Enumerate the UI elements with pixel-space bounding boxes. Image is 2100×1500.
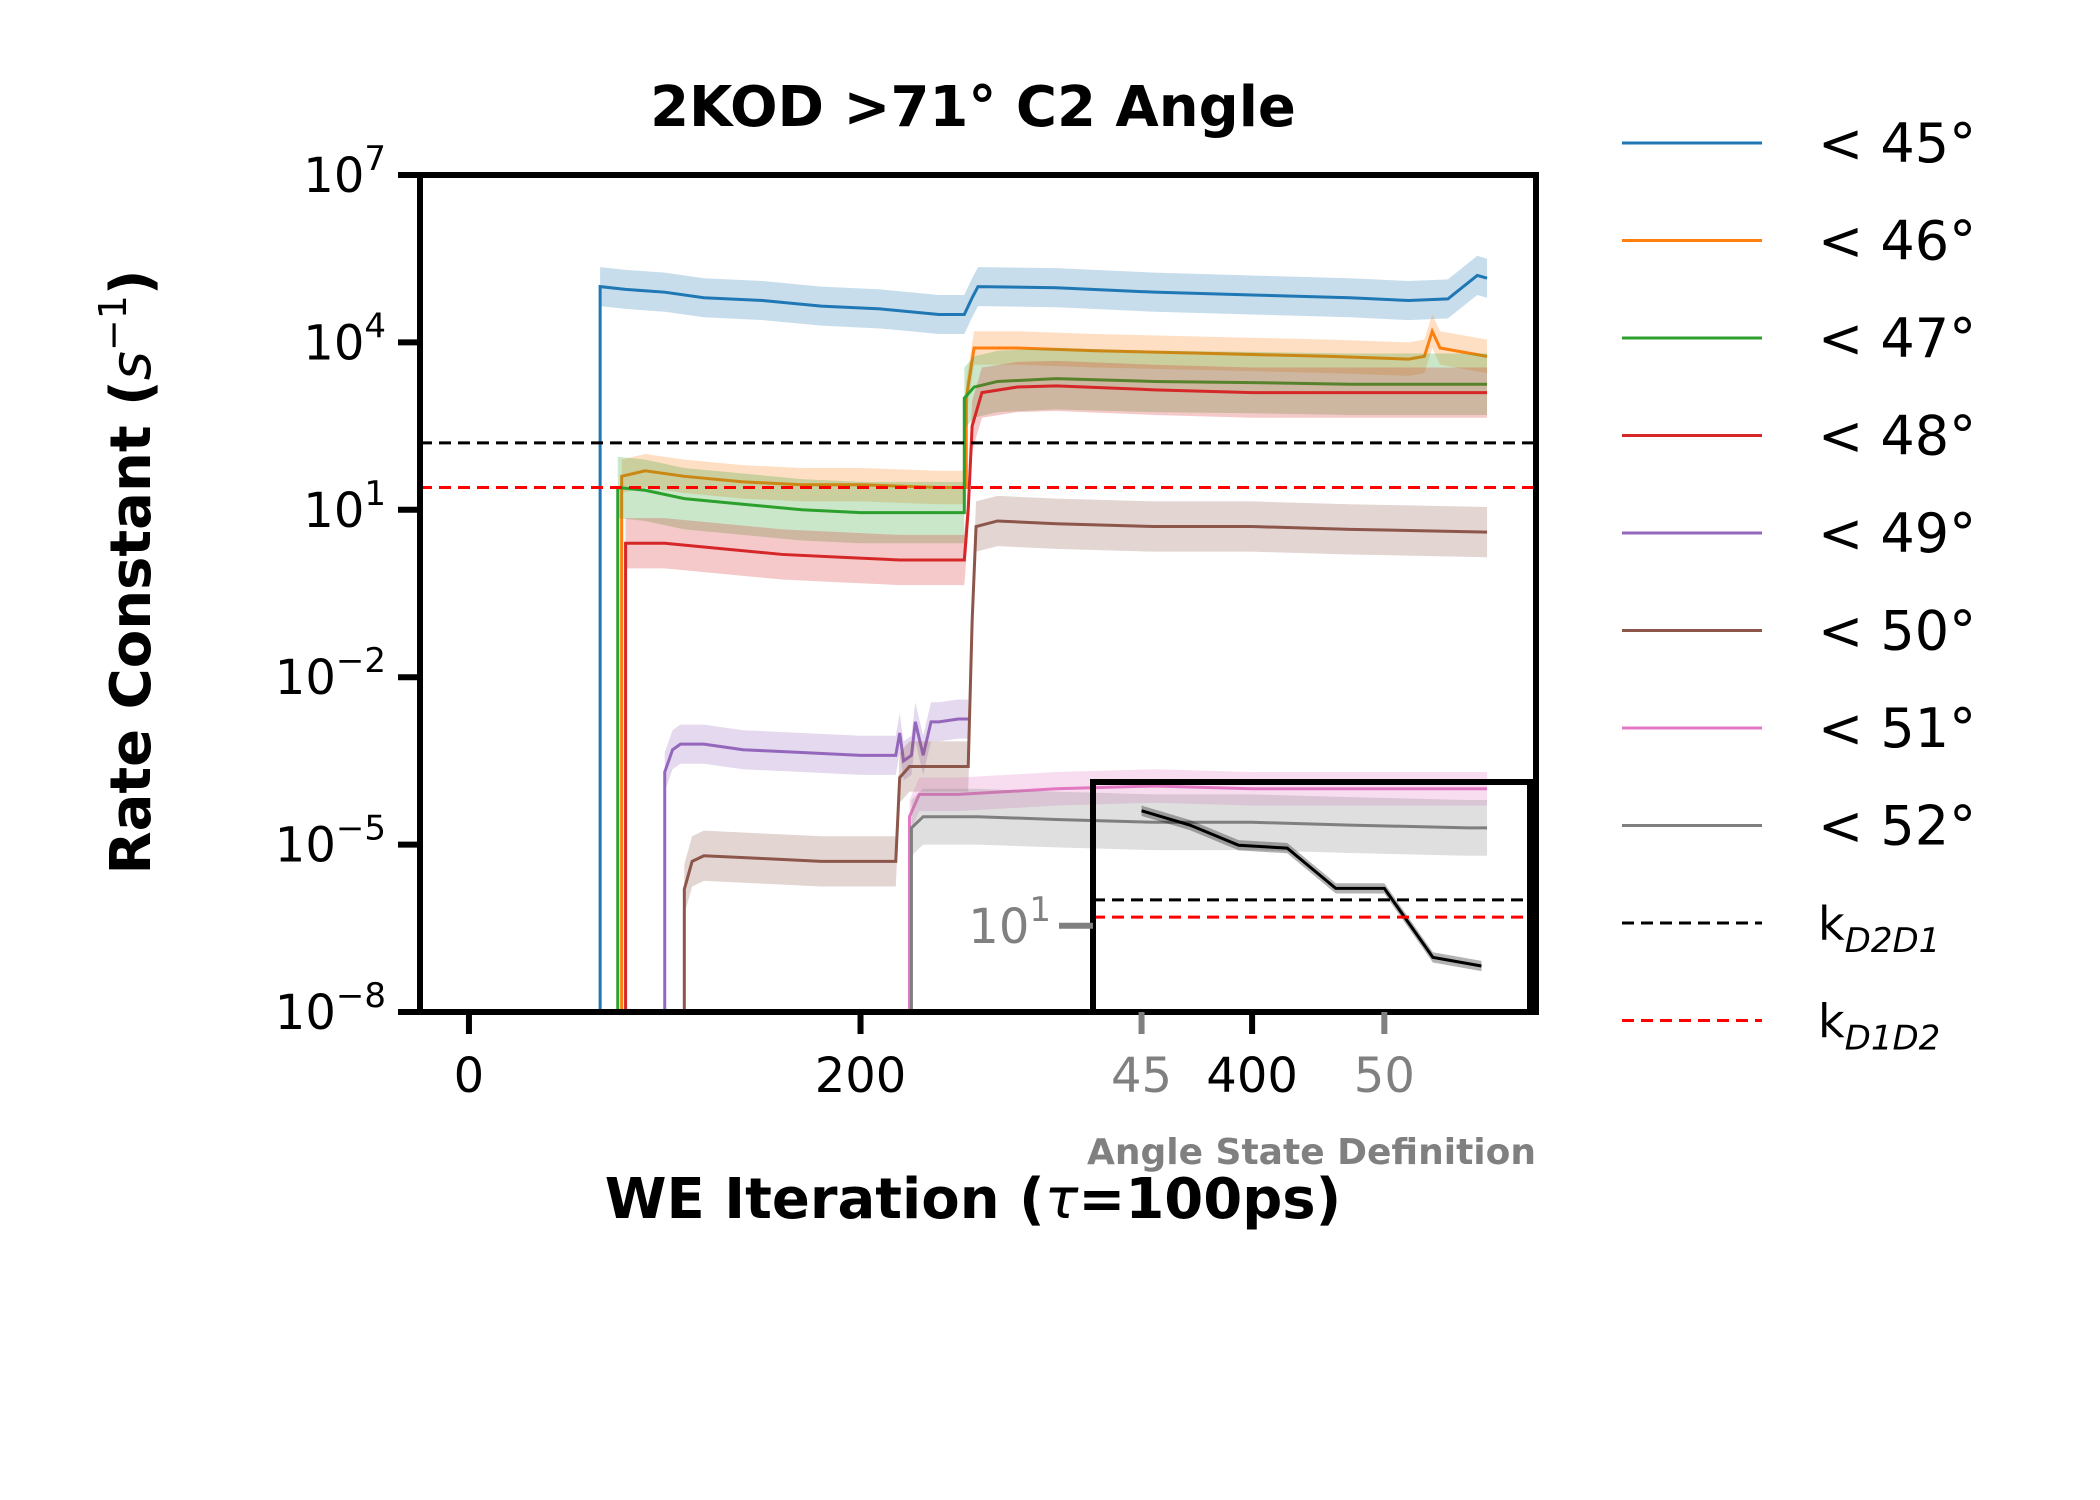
- series-7: [907, 769, 1488, 1012]
- legend-entry-1: < 45°: [1622, 112, 1976, 175]
- series-8-confidence-band: [911, 788, 1488, 1012]
- legend-entry-9: kD2D1: [1622, 897, 1940, 961]
- legend-entry-3: < 47°: [1622, 307, 1976, 370]
- y-axis-label-text: Rate Constant (: [99, 380, 164, 874]
- inset-x-tick-label: 45: [1111, 1048, 1172, 1104]
- chart-title: 2KOD >71° C2 Angle: [650, 75, 1296, 140]
- inset-plot: [1093, 805, 1530, 972]
- y-axis-label-close: ): [99, 269, 164, 295]
- series-1: [598, 255, 1488, 1012]
- inset-x-axis-label: Angle State Definition: [1087, 1132, 1536, 1173]
- legend-label: kD2D1: [1818, 897, 1940, 961]
- series-5-confidence-band: [664, 699, 969, 1012]
- series-3: [616, 347, 1488, 1012]
- legend: < 45° < 46° < 47° < 48° < 49° < 50° < 51° < 52°…: [1622, 112, 1976, 1059]
- legend-entry-8: < 52°: [1622, 795, 1976, 858]
- svg-text:Rate Constant (s−1): Rate Constant (s−1): [91, 269, 164, 874]
- series-3-line: [616, 377, 1488, 1012]
- series-8-line: [909, 815, 1488, 1012]
- y-tick-label: 10−5: [275, 809, 386, 874]
- series-5: [663, 699, 969, 1012]
- series-5-line: [663, 717, 969, 1012]
- series-6: [682, 495, 1488, 1012]
- plot-frame: [417, 172, 1539, 1015]
- inset-axes: 45 50 101 Angle State Definition: [968, 779, 1536, 1173]
- legend-label: < 45°: [1818, 112, 1976, 175]
- x-tick-label: 400: [1206, 1048, 1298, 1104]
- legend-entry-2: < 46°: [1622, 210, 1976, 273]
- legend-entry-6: < 50°: [1622, 600, 1976, 663]
- inset-y-tick-label: 101: [968, 890, 1051, 955]
- inset-frame: [1090, 779, 1533, 1015]
- legend-label: < 49°: [1818, 502, 1976, 565]
- x-tick-label: 200: [815, 1048, 907, 1104]
- legend-entry-10: kD1D2: [1622, 995, 1940, 1059]
- series-layer: [420, 255, 1536, 1012]
- legend-label: kD1D2: [1818, 995, 1940, 1059]
- x-tick-label: 0: [454, 1048, 485, 1104]
- legend-label: < 46°: [1818, 210, 1976, 273]
- legend-entry-5: < 49°: [1622, 502, 1976, 565]
- x-axis-label-prefix: WE Iteration (: [605, 1167, 1045, 1232]
- y-tick-label: 10−8: [275, 976, 386, 1041]
- series-1-line: [598, 273, 1488, 1012]
- series-4-line: [624, 384, 1488, 1012]
- y-axis-label-exponent: −1: [91, 295, 135, 351]
- series-4: [624, 360, 1488, 1012]
- inset-line: [1141, 809, 1482, 968]
- legend-label: < 51°: [1818, 697, 1976, 760]
- x-axis-label-suffix: =100ps): [1078, 1167, 1341, 1232]
- legend-label: < 48°: [1818, 405, 1976, 468]
- legend-label: < 52°: [1818, 795, 1976, 858]
- x-axis-label-tau: τ: [1045, 1167, 1079, 1232]
- series-6-line: [682, 519, 1488, 1012]
- legend-entry-4: < 48°: [1622, 405, 1976, 468]
- legend-label: < 50°: [1818, 600, 1976, 663]
- y-tick-label: 101: [303, 474, 386, 539]
- y-tick-label: 107: [303, 139, 386, 204]
- y-axis-label-unit: s: [99, 351, 164, 380]
- y-axis-label: Rate Constant (s−1): [91, 269, 164, 874]
- axis-layer: 0 200 400 107 104 101 10−2 10−5 10−8: [275, 139, 1539, 1104]
- y-tick-label: 10−2: [275, 641, 386, 706]
- legend-label: < 47°: [1818, 307, 1976, 370]
- y-tick-label: 104: [303, 306, 386, 371]
- inset-x-tick-label: 50: [1354, 1048, 1415, 1104]
- series-3-confidence-band: [617, 347, 1488, 1012]
- series-7-line: [907, 784, 1488, 1012]
- legend-entry-7: < 51°: [1622, 697, 1976, 760]
- series-6-confidence-band: [684, 495, 1488, 1012]
- series-8: [909, 788, 1488, 1012]
- x-axis-label: WE Iteration (τ=100ps): [605, 1167, 1341, 1232]
- series-2-line: [620, 327, 1488, 1012]
